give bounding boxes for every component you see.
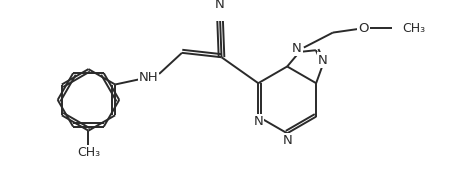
Text: N: N (282, 134, 291, 147)
Text: CH₃: CH₃ (401, 22, 424, 35)
Text: N: N (214, 0, 224, 11)
Text: N: N (291, 42, 301, 55)
Text: N: N (317, 53, 327, 67)
Text: O: O (358, 22, 368, 35)
Text: N: N (253, 115, 262, 128)
Text: CH₃: CH₃ (77, 146, 100, 159)
Text: NH: NH (138, 71, 158, 84)
